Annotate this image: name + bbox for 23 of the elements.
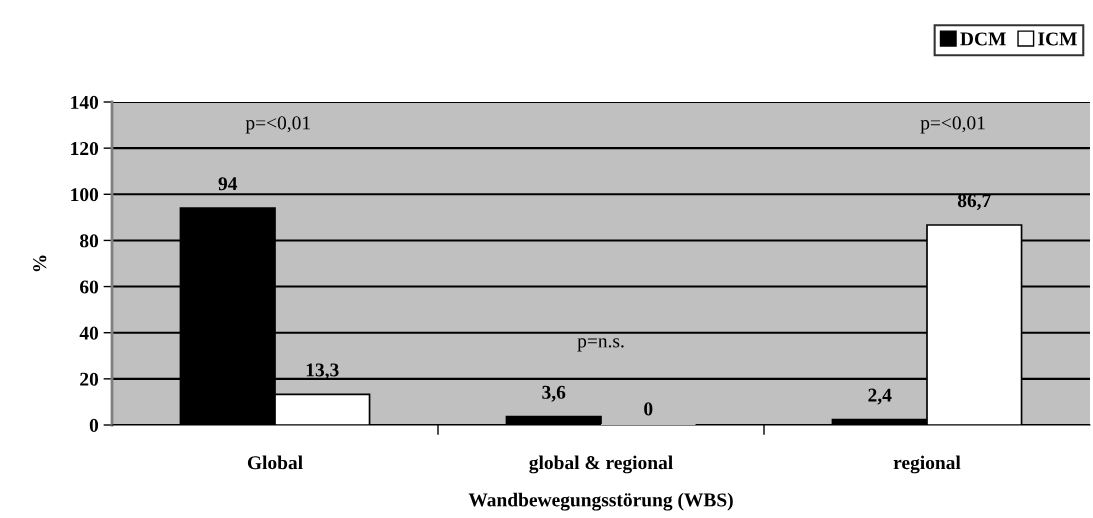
legend-label: DCM — [960, 32, 1006, 46]
data-label: 3,6 — [542, 385, 566, 402]
y-tick-label: 80 — [80, 234, 99, 248]
y-tick-label: 140 — [71, 95, 99, 109]
x-tick-label: Global — [247, 455, 303, 470]
y-tick-label: 20 — [80, 372, 99, 386]
y-tick-label: 120 — [71, 141, 99, 156]
annotation: p=<0,01 — [245, 116, 310, 134]
x-axis-title: Wandbewegungsstörung (WBS) — [468, 492, 733, 511]
y-tick-label: 40 — [79, 326, 99, 340]
y-tick-label: 0 — [89, 418, 99, 432]
data-label: 0 — [644, 402, 653, 416]
x-tick-label: global & regional — [529, 455, 673, 474]
x-tick-label: regional — [893, 455, 961, 474]
data-label: 2,4 — [868, 388, 892, 405]
annotation: p=<0,01 — [920, 116, 985, 134]
legend-label: ICM — [1038, 32, 1077, 46]
data-label: 13,3 — [306, 363, 339, 380]
y-tick-label: 100 — [71, 188, 99, 202]
y-tick-label: 60 — [80, 280, 99, 294]
data-label: 94 — [218, 177, 238, 191]
annotation: p=n.s. — [577, 338, 624, 352]
y-axis-title: % — [33, 255, 47, 272]
